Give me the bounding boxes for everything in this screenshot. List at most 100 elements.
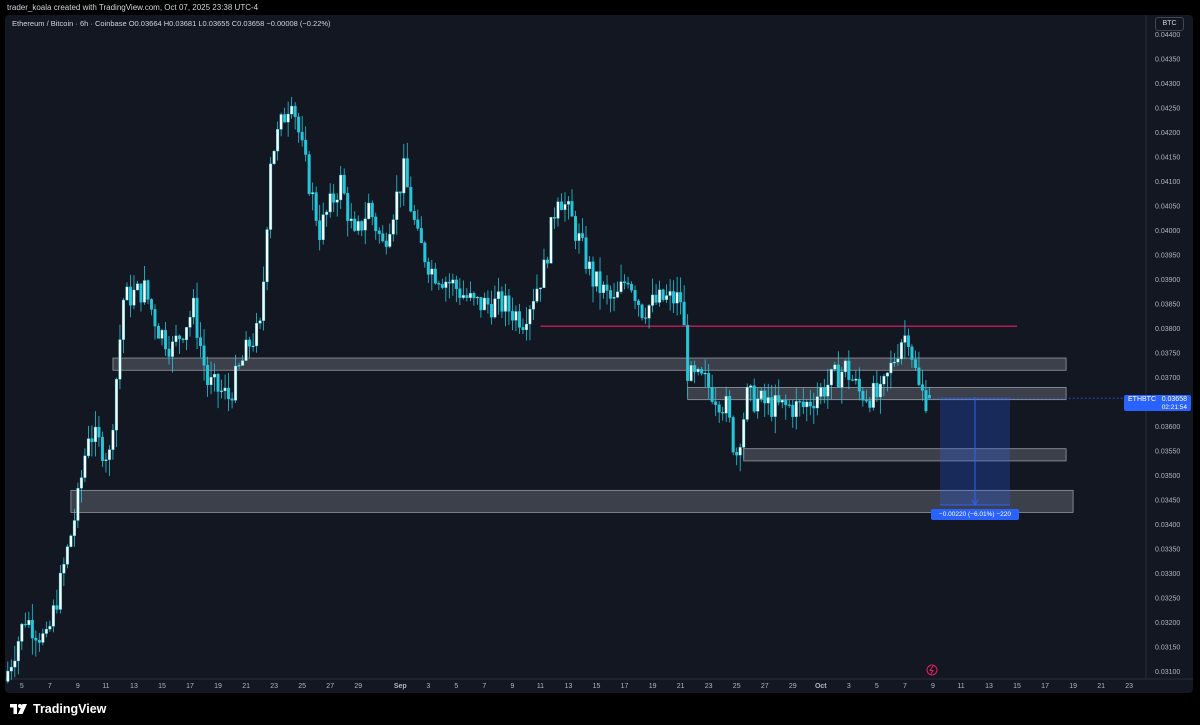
candle-body	[843, 360, 847, 373]
candle-body	[318, 220, 322, 240]
candle-body	[227, 387, 231, 399]
candle-body	[454, 279, 458, 289]
candle-body	[178, 335, 182, 340]
candle-body	[293, 105, 297, 118]
candle-body	[213, 374, 217, 378]
currency-button[interactable]: BTC	[1155, 17, 1184, 31]
price-tick-label: 0.03150	[1155, 645, 1180, 652]
candle-body	[199, 337, 203, 347]
candle-body	[507, 295, 511, 312]
candle-body	[311, 192, 315, 194]
time-tick-label: 11	[537, 683, 544, 690]
candle-body	[616, 291, 620, 298]
time-tick-label: 23	[270, 683, 278, 690]
candle-body	[630, 283, 634, 291]
candle-body	[163, 329, 167, 350]
candle-body	[363, 218, 367, 231]
candle-body	[658, 289, 662, 303]
time-tick-label: 13	[130, 683, 138, 690]
time-tick-label: 27	[326, 683, 334, 690]
candle-body	[868, 400, 872, 408]
candle-body	[598, 271, 602, 293]
candle-body	[209, 377, 213, 386]
candle-body	[738, 447, 742, 456]
candle-body	[251, 345, 255, 347]
candle-body	[255, 322, 259, 347]
time-tick-label: 29	[789, 683, 797, 690]
candle-body	[30, 620, 34, 639]
candle-body	[637, 300, 641, 305]
candle-body	[675, 292, 679, 304]
chart-area[interactable]: 0.04400 0.04350 0.04300 0.04250 0.04200 0.041…	[5, 15, 1193, 693]
tradingview-logo-text[interactable]: TradingView	[33, 702, 107, 716]
candle-body	[640, 304, 644, 318]
candle-body	[100, 436, 104, 461]
candle-body	[139, 283, 143, 303]
candle-body	[16, 641, 20, 662]
candle-body	[595, 271, 599, 287]
candle-body	[791, 404, 795, 417]
candle-body	[689, 365, 693, 381]
candle-body	[815, 396, 819, 409]
time-tick-label: 3	[847, 683, 851, 690]
candle-body	[328, 193, 332, 213]
candle-body	[566, 201, 570, 205]
candle-body	[878, 383, 882, 398]
candle-body	[822, 387, 826, 397]
candle-body	[272, 150, 276, 165]
candle-body	[276, 129, 280, 152]
candle-body	[216, 374, 220, 392]
price-tick-label: 0.03800	[1155, 326, 1180, 333]
candle-body	[405, 158, 409, 188]
candle-body	[574, 216, 578, 241]
candle-body	[917, 367, 921, 385]
candle-body	[857, 378, 861, 392]
time-tick-label: Oct	[815, 683, 827, 690]
candle-body	[763, 390, 767, 404]
tradingview-logo-icon[interactable]	[9, 702, 29, 716]
price-tick-label: 0.03350	[1155, 547, 1180, 554]
candle-body	[475, 296, 479, 299]
candle-body	[602, 284, 606, 293]
price-tick-label: 0.03250	[1155, 596, 1180, 603]
candle-body	[444, 281, 448, 288]
candle-body	[721, 412, 725, 414]
candle-body	[651, 294, 655, 306]
candle-body	[913, 359, 917, 369]
candle-body	[181, 338, 185, 341]
price-chart[interactable]: 0.04400 0.04350 0.04300 0.04250 0.04200 0.041…	[5, 15, 1193, 693]
candle-body	[724, 396, 728, 414]
candle-body	[234, 365, 238, 401]
candle-body	[44, 628, 48, 634]
candle-body	[195, 297, 199, 338]
price-tick-label: 0.03750	[1155, 351, 1180, 358]
candle-body	[34, 637, 38, 641]
candle-body	[430, 268, 434, 275]
candle-body	[521, 327, 525, 331]
candle-body	[510, 311, 514, 321]
candle-body	[896, 358, 900, 363]
candle-body	[482, 297, 486, 311]
candle-body	[86, 438, 90, 457]
price-tick-label: 0.04250	[1155, 106, 1180, 113]
candle-body	[381, 233, 385, 242]
candle-body	[707, 373, 711, 388]
candle-body	[367, 202, 371, 220]
candle-body	[542, 259, 546, 289]
candle-body	[220, 390, 224, 392]
price-tick-label: 0.03100	[1155, 669, 1180, 676]
candle-body	[563, 204, 567, 210]
candle-body	[535, 288, 539, 302]
candle-body	[577, 233, 581, 241]
candle-body	[840, 371, 844, 388]
candle-body	[202, 345, 206, 366]
candle-body	[412, 211, 416, 220]
candle-body	[118, 339, 122, 380]
candle-body	[503, 295, 507, 312]
candle-body	[135, 283, 139, 291]
time-tick-label: 11	[102, 683, 109, 690]
candle-body	[93, 426, 97, 443]
candle-body	[230, 398, 234, 401]
time-tick-label: 5	[454, 683, 458, 690]
price-tick-label: 0.04300	[1155, 81, 1180, 88]
